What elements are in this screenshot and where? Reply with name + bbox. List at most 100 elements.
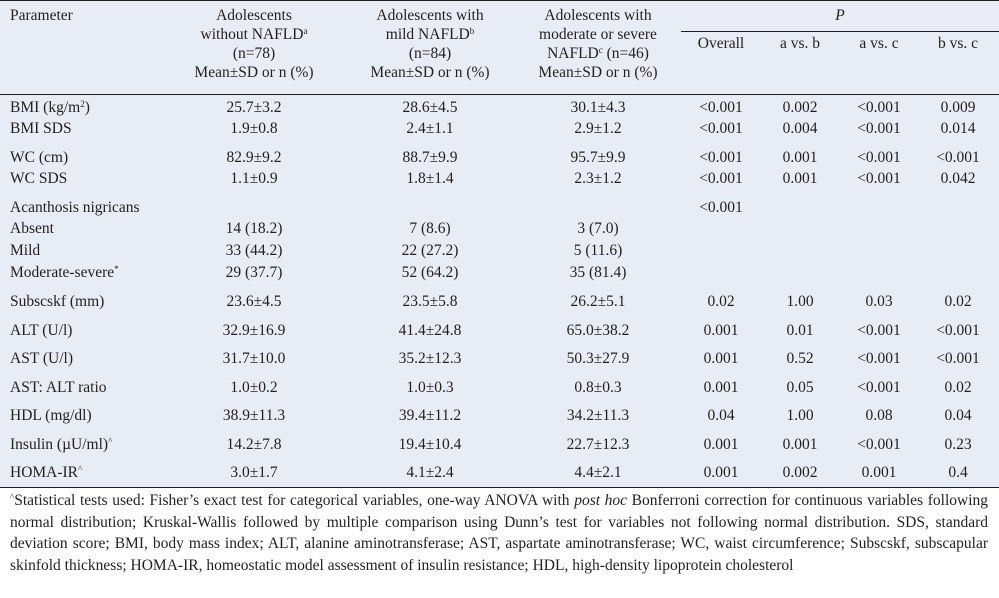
cell-p-ac: <0.001 [857, 120, 901, 137]
cell-c: 35 (81.4) [569, 264, 627, 281]
cell-a: 38.9±11.3 [222, 407, 286, 424]
cell-p-overall: 0.04 [707, 407, 735, 424]
cell-p-bc: 0.02 [944, 293, 972, 310]
cell-c: 34.2±11.3 [566, 407, 630, 424]
cell-a: 32.9±16.9 [222, 322, 286, 339]
cell-b: 23.5±5.8 [402, 293, 458, 310]
cell-c: 2.3±1.2 [574, 170, 622, 187]
cell-a: 3.0±1.7 [230, 464, 278, 481]
row-parameter: Subscskf (mm) [10, 293, 105, 310]
cell-p-ac: <0.001 [857, 379, 901, 396]
cell-p-ac: 0.08 [865, 407, 893, 424]
cell-p-overall: 0.001 [703, 436, 739, 453]
cell-a: 31.7±10.0 [222, 350, 286, 367]
cell-c: 65.0±38.2 [566, 322, 630, 339]
cell-p-overall: <0.001 [699, 120, 743, 137]
header-p: P [835, 7, 845, 24]
row-parameter: HOMA-IR^ [10, 464, 83, 481]
cell-b: 28.6±4.5 [402, 99, 458, 116]
cell-b: 88.7±9.9 [402, 149, 458, 166]
cell-p-bc: 0.042 [940, 170, 976, 187]
cell-b: 19.4±10.4 [398, 436, 462, 453]
cell-p-bc: <0.001 [936, 149, 980, 166]
cell-p-ab: 1.00 [786, 293, 814, 310]
cell-p-overall: 0.001 [703, 464, 739, 481]
row-parameter: AST: ALT ratio [10, 379, 107, 396]
cell-p-ab: 0.01 [786, 322, 814, 339]
cell-c: 5 (11.6) [573, 242, 623, 259]
cell-p-ab: 0.52 [786, 350, 814, 367]
cell-p-ab: 0.001 [782, 170, 818, 187]
cell-a: 82.9±9.2 [226, 149, 282, 166]
cell-b: 2.4±1.1 [406, 120, 454, 137]
cell-p-overall: 0.001 [703, 322, 739, 339]
cell-b: 39.4±11.2 [398, 407, 462, 424]
row-parameter: Moderate-severe* [10, 264, 119, 281]
header-p-a-vs-c: a vs. c [859, 35, 899, 52]
header-group-b: Adolescents with mild NAFLDb (n=84) Mean… [370, 7, 490, 81]
row-parameter: Absent [10, 220, 54, 237]
cell-c: 3 (7.0) [577, 220, 619, 237]
cell-a: 1.9±0.8 [230, 120, 278, 137]
cell-a: 23.6±4.5 [226, 293, 282, 310]
cell-a: 1.1±0.9 [230, 170, 278, 187]
cell-b: 35.2±12.3 [398, 350, 462, 367]
header-group-c: Adolescents with moderate or severe NAFL… [538, 7, 658, 81]
cell-p-ab: 0.002 [782, 464, 818, 481]
row-parameter: BMI (kg/m2) [10, 99, 90, 116]
table-footnote: ^Statistical tests used: Fisher’s exact … [10, 492, 989, 574]
cell-p-ac: 0.03 [865, 293, 893, 310]
cell-p-ab: 1.00 [786, 407, 814, 424]
data-table: Parameter Adolescents without NAFLDa (n=… [0, 0, 999, 488]
row-parameter: Mild [10, 242, 41, 259]
top-rule [0, 0, 999, 1]
cell-p-bc: 0.014 [940, 120, 976, 137]
cell-p-overall: <0.001 [699, 199, 743, 216]
header-p-b-vs-c: b vs. c [937, 35, 979, 52]
cell-p-ac: <0.001 [857, 99, 901, 116]
row-parameter: WC SDS [10, 170, 68, 187]
cell-p-ab: 0.004 [782, 120, 818, 137]
cell-p-bc: 0.23 [944, 436, 972, 453]
cell-p-ac: 0.001 [861, 464, 897, 481]
cell-b: 4.1±2.4 [406, 464, 454, 481]
cell-b: 1.0±0.3 [406, 379, 454, 396]
cell-a: 1.0±0.2 [230, 379, 278, 396]
cell-p-ab: 0.001 [782, 436, 818, 453]
header-p-overall: Overall [697, 35, 745, 52]
header-parameter: Parameter [10, 7, 73, 24]
cell-a: 14 (18.2) [225, 220, 283, 237]
row-parameter: Acanthosis nigricans [10, 199, 140, 216]
cell-p-ac: <0.001 [857, 322, 901, 339]
row-parameter: ALT (U/l) [10, 322, 73, 339]
cell-c: 30.1±4.3 [570, 99, 626, 116]
p-header-rule [681, 31, 999, 32]
cell-c: 4.4±2.1 [574, 464, 622, 481]
cell-p-bc: 0.04 [944, 407, 972, 424]
cell-b: 7 (8.6) [409, 220, 451, 237]
cell-a: 25.7±3.2 [226, 99, 282, 116]
cell-b: 41.4±24.8 [398, 322, 462, 339]
cell-b: 52 (64.2) [401, 264, 459, 281]
cell-p-overall: <0.001 [699, 170, 743, 187]
cell-p-ab: 0.001 [782, 149, 818, 166]
cell-a: 33 (44.2) [225, 242, 283, 259]
cell-c: 50.3±27.9 [566, 350, 630, 367]
header-group-a: Adolescents without NAFLDa (n=78) Mean±S… [194, 7, 314, 81]
row-parameter: WC (cm) [10, 149, 69, 166]
cell-c: 2.9±1.2 [574, 120, 622, 137]
cell-a: 29 (37.7) [225, 264, 283, 281]
cell-p-bc: <0.001 [936, 322, 980, 339]
header-p-a-vs-b: a vs. b [779, 35, 821, 52]
row-parameter: AST (U/l) [10, 350, 74, 367]
cell-c: 26.2±5.1 [570, 293, 626, 310]
cell-p-bc: 0.02 [944, 379, 972, 396]
cell-p-ac: <0.001 [857, 436, 901, 453]
cell-p-ac: <0.001 [857, 350, 901, 367]
header-rule [0, 94, 999, 95]
cell-p-ab: 0.05 [786, 379, 814, 396]
bottom-rule [0, 487, 999, 488]
cell-p-ac: <0.001 [857, 170, 901, 187]
cell-p-bc: 0.009 [940, 99, 976, 116]
cell-p-overall: <0.001 [699, 99, 743, 116]
